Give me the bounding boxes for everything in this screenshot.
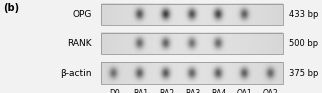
Bar (101, 4, 283, 25)
Bar (101, 33, 283, 54)
Text: RA1: RA1 (133, 89, 148, 93)
Text: (b): (b) (3, 3, 19, 13)
Text: RANK: RANK (67, 39, 92, 48)
Text: RA3: RA3 (185, 89, 200, 93)
Text: RA2: RA2 (159, 89, 174, 93)
Text: 433 bp: 433 bp (289, 10, 318, 19)
Bar (101, 62, 283, 84)
Text: 500 bp: 500 bp (289, 39, 318, 48)
Text: D0: D0 (109, 89, 120, 93)
Text: β-actin: β-actin (60, 69, 92, 77)
Text: OA2: OA2 (262, 89, 278, 93)
Text: OPG: OPG (72, 10, 92, 19)
Text: RA4: RA4 (211, 89, 226, 93)
Text: 375 bp: 375 bp (289, 69, 318, 77)
Text: OA1: OA1 (236, 89, 252, 93)
